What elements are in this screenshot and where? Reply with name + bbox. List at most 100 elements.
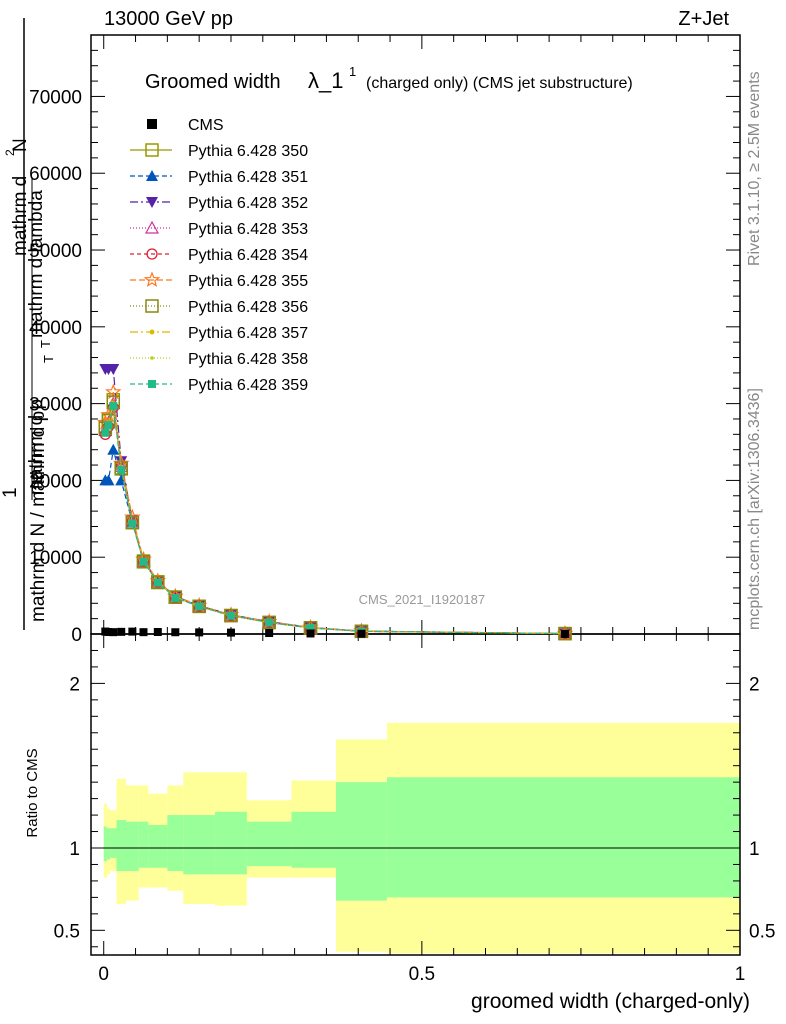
- series-point: [114, 461, 128, 475]
- legend-label: Pythia 6.428 359: [188, 377, 308, 394]
- series-7: [98, 395, 572, 641]
- series-point: [192, 599, 206, 614]
- series-point: [102, 474, 115, 486]
- ratio-tick-label: 0.5: [54, 921, 80, 942]
- series-line: [105, 449, 566, 635]
- cms-point: [171, 628, 180, 637]
- series-point: [144, 220, 160, 234]
- y-axis-label-frac-rhs-sub: T: [41, 355, 56, 363]
- x-axis-label: groomed width (charged-only): [471, 990, 750, 1013]
- series-point: [146, 248, 158, 260]
- x-tick-label: 0.5: [409, 964, 435, 985]
- y-tick-label: 40000: [29, 318, 82, 339]
- legend-label: Pythia 6.428 354: [188, 247, 308, 264]
- series-point: [146, 170, 158, 181]
- header-left-label: 13000 GeV pp: [104, 8, 233, 30]
- ratio-y-axis: 0.5 0.5 1 1 2 2: [54, 649, 775, 948]
- legend-label: Pythia 6.428 356: [188, 299, 308, 316]
- x-tick-label: 1: [735, 964, 746, 985]
- ratio-band-inner-bin: [148, 824, 168, 868]
- cms-point: [128, 627, 137, 636]
- header-right-label: Z+Jet: [678, 8, 729, 30]
- series-point: [168, 590, 183, 604]
- y-tick-label: 20000: [29, 471, 82, 492]
- series-point: [143, 271, 161, 288]
- series-point: [193, 600, 205, 613]
- cms-point: [153, 628, 162, 637]
- series-line: [105, 368, 566, 635]
- series-point: [146, 197, 158, 208]
- series-point: [306, 623, 315, 632]
- ratio-band-inner-bin: [110, 828, 117, 858]
- cms-point: [117, 627, 126, 636]
- ratio-tick-label: 1: [69, 839, 80, 860]
- series-point: [265, 618, 274, 627]
- chart-subtitle: (charged only) (CMS jet substructure): [366, 75, 633, 92]
- legend-label: Pythia 6.428 358: [188, 351, 308, 368]
- cms-point: [104, 628, 113, 637]
- y-tick-label: 10000: [29, 548, 82, 569]
- y-tick-label: 70000: [29, 87, 82, 108]
- ratio-band-inner-bin: [116, 820, 126, 872]
- y-axis-label-num-d: mathrm d: [10, 176, 31, 256]
- legend-label: Pythia 6.428 350: [188, 143, 308, 160]
- ratio-band-inner: [103, 777, 740, 901]
- ratio-plot-frame: [90, 633, 741, 956]
- legend-label: Pythia 6.428 352: [188, 195, 308, 212]
- ratio-band-inner-bin: [291, 811, 336, 868]
- series-point: [149, 329, 155, 335]
- series-point: [153, 578, 162, 587]
- series-point: [262, 615, 276, 630]
- ratio-band-inner-bin: [167, 815, 184, 872]
- legend-label: Pythia 6.428 357: [188, 325, 308, 342]
- legend-label: Pythia 6.428 351: [188, 169, 308, 186]
- legend-label: Pythia 6.428 355: [188, 273, 308, 290]
- ratio-band-inner-bin: [106, 828, 111, 860]
- legend: CMS Pythia 6.428 350 Pythia 6.428 351 Pythi…: [130, 117, 308, 394]
- ratio-band-inner-bin: [335, 782, 387, 901]
- series-point: [128, 519, 137, 528]
- legend-label: Pythia 6.428 353: [188, 221, 308, 238]
- ratio-tick-label: 2: [69, 674, 80, 695]
- series-point: [171, 593, 180, 602]
- chart-title-superscript: 1: [349, 64, 356, 79]
- y-axis: 0 10000 20000 30000 40000 50000 60000 70000: [29, 34, 740, 646]
- ratio-band-inner-bin: [183, 815, 216, 875]
- ratio-band-inner-bin: [103, 826, 107, 862]
- cms-point: [139, 628, 148, 637]
- series-point: [169, 591, 181, 603]
- chart-title: Groomed width: [145, 71, 281, 93]
- series-point: [104, 421, 113, 430]
- cms-point: [265, 629, 274, 638]
- y-axis-label-den-lambda: mathrm d lambda: [26, 190, 47, 338]
- y-axis-label-frac-rhs: mathrm d N / mathrm d p: [28, 411, 49, 622]
- series-point: [150, 356, 154, 360]
- series-point: [107, 364, 120, 376]
- series-point: [139, 557, 148, 566]
- ratio-band-inner-bin: [215, 811, 247, 875]
- y-axis-label-den-sub: T: [38, 340, 53, 348]
- cms-point: [357, 629, 366, 638]
- ratio-band-inner-bin: [138, 821, 149, 868]
- y-tick-label: 50000: [29, 241, 82, 262]
- ratio-band-inner-bin: [246, 821, 292, 867]
- series-point: [145, 299, 159, 313]
- y-axis-label-frac-lhs: 1: [0, 487, 21, 498]
- cms-point: [226, 628, 235, 637]
- y-tick-label: 60000: [29, 164, 82, 185]
- series-point: [136, 555, 151, 569]
- cms-point: [306, 629, 315, 638]
- y-tick-label: 0: [71, 625, 82, 646]
- series-cms: [101, 627, 570, 638]
- series-2: [99, 443, 572, 639]
- chart-title-symbol: λ_1: [308, 68, 343, 93]
- y-axis-label-num-sup: 2: [3, 149, 17, 156]
- series-10: [101, 401, 570, 638]
- legend-marker-cms: [147, 119, 157, 129]
- legend-label-cms: CMS: [188, 117, 224, 134]
- series-point: [107, 443, 120, 455]
- cms-point: [109, 628, 118, 637]
- series-point: [101, 428, 110, 437]
- series-point: [151, 575, 165, 590]
- ratio-band-inner-bin: [386, 777, 740, 898]
